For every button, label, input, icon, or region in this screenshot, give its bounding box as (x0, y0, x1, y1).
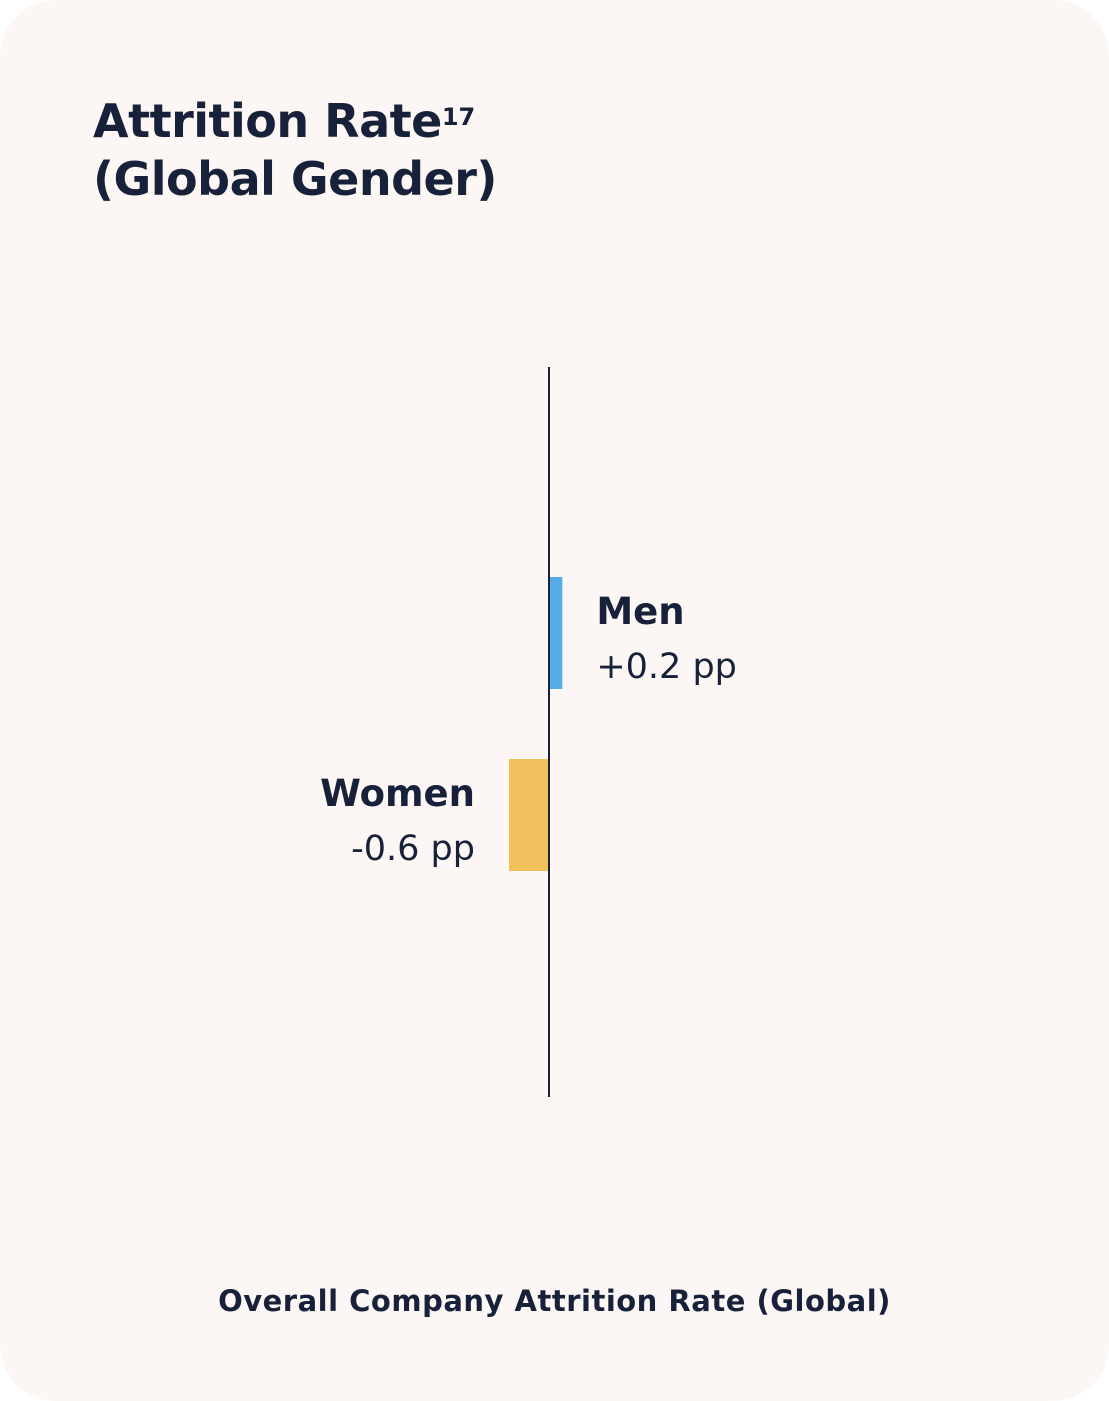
bar-women (509, 759, 549, 871)
value-label-men: +0.2 pp (596, 647, 737, 687)
baseline-label: Overall Company Attrition Rate (Global) (218, 1284, 891, 1318)
category-label-women: Women (320, 772, 475, 815)
bar-men (549, 577, 563, 689)
chart-title: Attrition Rate17 (Global Gender) (93, 92, 497, 208)
title-line-2: (Global Gender) (93, 152, 497, 206)
footnote-superscript: 17 (441, 103, 476, 131)
value-label-women: -0.6 pp (351, 829, 475, 869)
category-label-men: Men (596, 590, 684, 633)
title-line-1: Attrition Rate17 (93, 94, 476, 148)
